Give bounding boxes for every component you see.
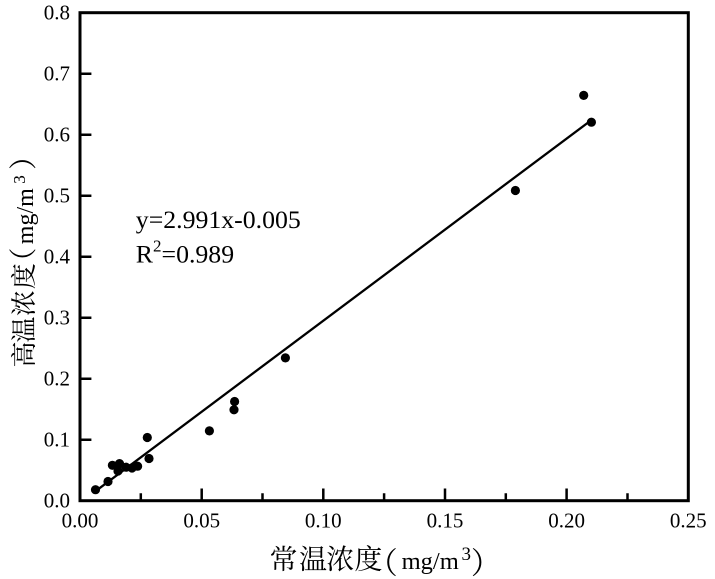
svg-text:0.05: 0.05 [183,509,220,533]
svg-text:0.8: 0.8 [44,1,70,25]
svg-text:0.3: 0.3 [44,306,70,330]
svg-text:0.15: 0.15 [427,509,464,533]
svg-text:0.10: 0.10 [305,509,342,533]
svg-text:0.20: 0.20 [548,509,585,533]
svg-text:0.4: 0.4 [44,245,71,269]
svg-text:0.00: 0.00 [62,509,99,533]
svg-text:0.7: 0.7 [44,62,70,86]
svg-text:3: 3 [462,544,472,565]
svg-text:y=2.991x-0.005: y=2.991x-0.005 [136,205,301,234]
svg-text:mg/m: mg/m [402,548,459,575]
svg-text:0.1: 0.1 [44,428,70,452]
svg-text:3: 3 [10,175,29,184]
svg-text:0.2: 0.2 [44,367,70,391]
svg-text:0.0: 0.0 [44,489,70,513]
svg-text:0.5: 0.5 [44,184,70,208]
svg-text:R2=0.989: R2=0.989 [136,237,234,269]
svg-text:mg/m: mg/m [13,188,39,244]
svg-text:0.25: 0.25 [670,509,707,533]
svg-text:0.6: 0.6 [44,123,70,147]
